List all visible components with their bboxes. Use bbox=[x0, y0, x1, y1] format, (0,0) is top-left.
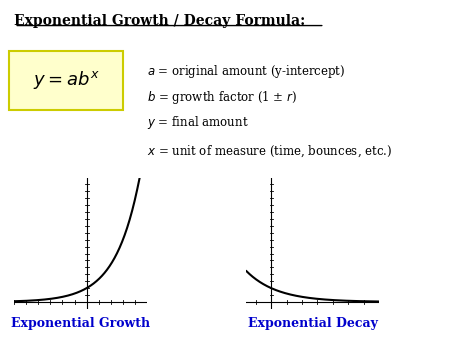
FancyBboxPatch shape bbox=[9, 51, 123, 110]
Text: Exponential Growth: Exponential Growth bbox=[11, 317, 150, 329]
Text: Exponential Decay: Exponential Decay bbox=[248, 317, 378, 329]
Text: $y$ = final amount: $y$ = final amount bbox=[147, 114, 248, 131]
Text: $x$ = unit of measure (time, bounces, etc.): $x$ = unit of measure (time, bounces, et… bbox=[147, 143, 392, 159]
Text: Exponential Growth / Decay Formula:: Exponential Growth / Decay Formula: bbox=[14, 14, 305, 28]
Text: $b$ = growth factor (1 ± $r$): $b$ = growth factor (1 ± $r$) bbox=[147, 89, 297, 106]
Text: $y = ab^x$: $y = ab^x$ bbox=[33, 69, 100, 91]
Text: $a$ = original amount (y-intercept): $a$ = original amount (y-intercept) bbox=[147, 62, 346, 80]
